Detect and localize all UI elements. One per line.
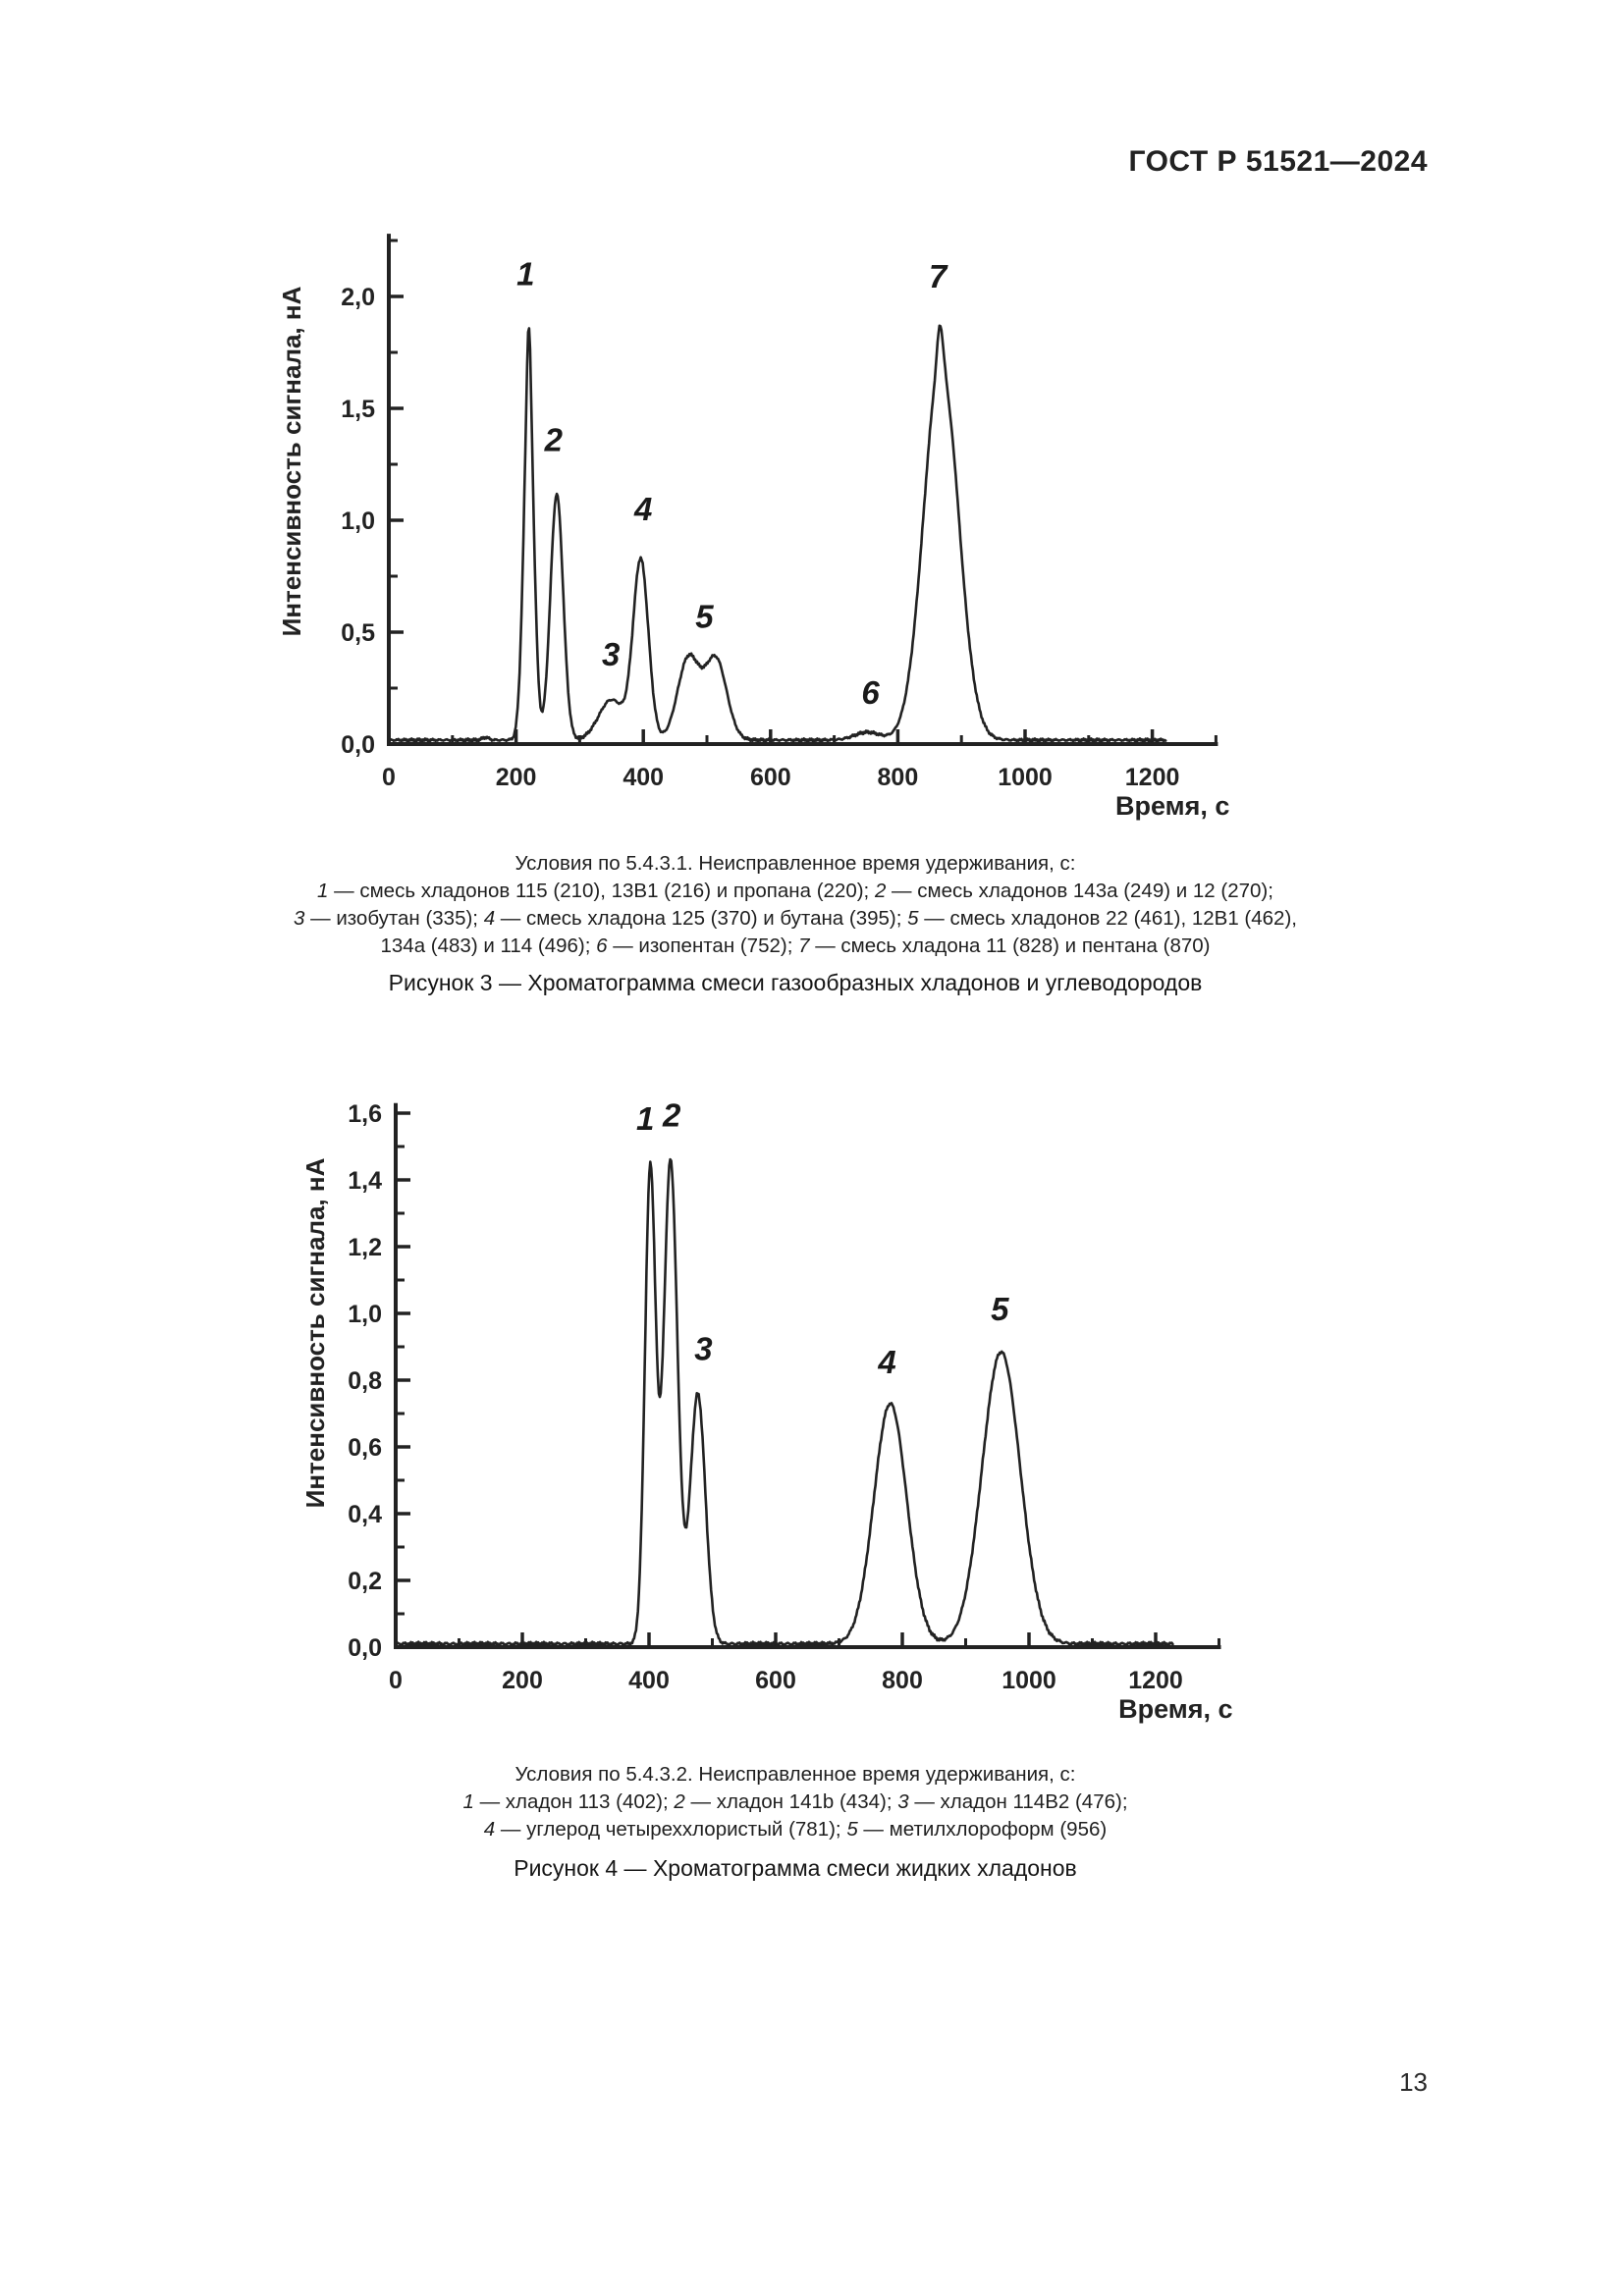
figure4-chromatogram: 0,0 0,2 0,4 0,6 0,8 1,0 1,2 1,4 1,6 0 200 400 600 800… [236,1039,1276,1731]
y-axis-title: Интенсивность сигнала, нА [277,286,306,636]
caption-line: 1 — хладон 113 (402); 2 — хладон 141b (4… [462,1790,1128,1813]
caption-line: 3 — изобутан (335); 4 — смесь хладона 12… [294,907,1297,930]
page-number: 13 [1399,2067,1428,2097]
caption-line: Условия по 5.4.3.1. Неисправленное время… [514,852,1076,875]
peak-label-4: 4 [877,1344,895,1380]
x-tick-label: 600 [750,764,791,791]
y-tick-label: 1,5 [341,396,375,423]
y-tick-label: 1,6 [348,1100,382,1128]
chromatogram-svg: 0,0 0,2 0,4 0,6 0,8 1,0 1,2 1,4 1,6 0 200 400 600 800… [300,1097,1233,1724]
x-axis-title: Время, с [1118,1694,1232,1724]
peak-label-3: 3 [694,1331,712,1367]
peak-label-1: 1 [636,1100,654,1137]
x-tick-label: 400 [628,1667,670,1694]
x-tick-label: 800 [878,764,919,791]
figure4-title: Рисунок 4 — Хроматограмма смеси жидких х… [514,1855,1077,1881]
caption-line: 1 — смесь хладонов 115 (210), 13В1 (216)… [317,880,1273,902]
y-tick-label: 0,4 [348,1501,382,1528]
figure3-conditions-caption: Условия по 5.4.3.1. Неисправленное время… [0,850,1591,960]
caption-line: Условия по 5.4.3.2. Неисправленное время… [514,1763,1076,1786]
x-tick-label: 200 [496,764,537,791]
x-axis-title: Время, с [1115,791,1229,821]
y-tick-label: 0,0 [348,1634,382,1662]
peak-label-1: 1 [516,256,534,293]
y-tick-label: 2,0 [341,284,375,311]
y-axis-title: Интенсивность сигнала, нА [300,1157,330,1508]
chromatogram-trace [389,324,1167,743]
figure3-chromatogram: 0,0 0,5 1,0 1,5 2,0 0 200 400 600 800 1000 1200 1 2 3 4… [236,177,1276,832]
y-tick-label: 0,5 [341,619,375,647]
x-tick-label: 600 [755,1667,796,1694]
peak-label-2: 2 [544,421,564,457]
y-tick-label: 0,6 [348,1434,382,1462]
peak-label-4: 4 [633,491,652,527]
y-tick-label: 0,2 [348,1568,382,1595]
chromatogram-svg: 0,0 0,5 1,0 1,5 2,0 0 200 400 600 800 1000 1200 1 2 3 4… [277,234,1229,821]
x-tick-label: 1200 [1128,1667,1183,1694]
peak-label-3: 3 [602,636,620,672]
figure4-conditions-caption: Условия по 5.4.3.2. Неисправленное время… [0,1761,1591,1843]
peak-label-7: 7 [929,258,948,294]
x-tick-label: 1000 [1001,1667,1056,1694]
y-tick-label: 1,2 [348,1234,382,1261]
document-header: ГОСТ Р 51521—2024 [1128,145,1428,178]
y-tick-label: 0,0 [341,731,375,759]
figure3-title: Рисунок 3 — Хроматограмма смеси газообра… [388,970,1203,995]
peak-label-5: 5 [991,1291,1009,1327]
y-tick-label: 0,8 [348,1367,382,1395]
y-tick-label: 1,0 [341,507,375,535]
x-tick-label: 0 [389,1667,403,1694]
caption-line: 4 — углерод четыреххлористый (781); 5 — … [483,1818,1108,1841]
x-tick-label: 800 [882,1667,923,1694]
x-tick-label: 400 [623,764,664,791]
x-tick-label: 200 [502,1667,543,1694]
chromatogram-trace [396,1157,1174,1647]
y-tick-label: 1,4 [348,1167,382,1195]
peak-label-2: 2 [662,1097,681,1134]
caption-line: 134а (483) и 114 (496); 6 — изопентан (7… [380,934,1211,957]
x-tick-label: 1000 [998,764,1053,791]
peak-label-5: 5 [695,598,714,634]
peak-label-6: 6 [861,674,880,711]
x-tick-label: 0 [382,764,396,791]
y-tick-label: 1,0 [348,1301,382,1328]
x-tick-label: 1200 [1125,764,1180,791]
